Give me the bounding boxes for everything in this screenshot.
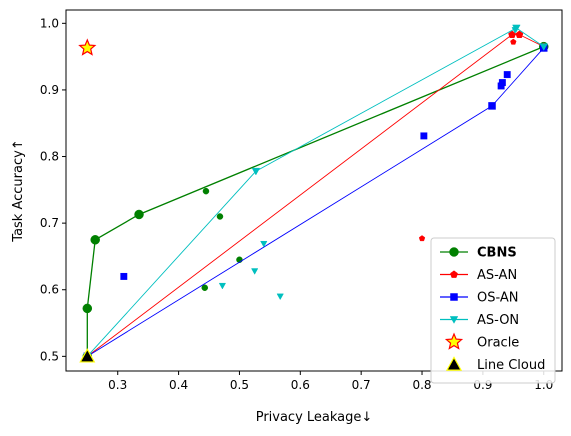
- legend-entry: OS-AN: [440, 291, 519, 306]
- legend: CBNS AS-AN OS-AN AS-ON Oracle Line Cloud: [430, 237, 556, 384]
- x-tick-label: 0.5: [230, 378, 249, 392]
- x-axis-label: Privacy Leakage↓: [256, 410, 373, 425]
- data-point: [260, 240, 268, 248]
- legend-marker: [449, 247, 459, 257]
- series-line: [86, 27, 544, 357]
- y-tick-label: 0.7: [40, 216, 59, 230]
- y-tick-label: 0.5: [40, 349, 59, 363]
- y-tick-label: 0.9: [40, 83, 59, 97]
- data-point: [511, 27, 519, 34]
- frontier-point: [251, 167, 261, 176]
- axis-ticks: 0.3 0.4 0.5 0.6 0.7 0.8 0.9 1.00.50.60.70.80.91…: [40, 16, 553, 392]
- frontier-point: [82, 303, 93, 314]
- data-point: [216, 213, 224, 220]
- legend-label: CBNS: [477, 246, 517, 261]
- data-point: [218, 282, 227, 290]
- frontier-point: [134, 209, 144, 220]
- legend-label: Oracle: [477, 336, 519, 351]
- data-point: [503, 71, 511, 79]
- x-tick-label: 0.3: [108, 378, 127, 392]
- legend-label: Line Cloud: [477, 358, 545, 373]
- data-point: [202, 187, 210, 195]
- y-tick-label: 1.0: [40, 16, 59, 30]
- series-line: [87, 34, 544, 357]
- point-line-cloud: [79, 348, 96, 363]
- x-tick-label: 0.4: [169, 378, 188, 392]
- data-point: [418, 235, 426, 242]
- point-oracle: [78, 38, 97, 56]
- data-point: [201, 284, 209, 291]
- frontier-point: [515, 30, 524, 38]
- special-point: [79, 348, 96, 363]
- plot-area: [78, 24, 549, 363]
- y-tick-label: 0.8: [40, 150, 59, 164]
- y-axis-label: Task Accuracy↑: [11, 139, 26, 242]
- data-point: [276, 293, 284, 301]
- x-tick-label: 0.6: [291, 378, 310, 392]
- legend-label: AS-AN: [477, 268, 517, 283]
- legend-marker: [449, 316, 459, 324]
- data-point: [420, 132, 428, 140]
- legend-entry: CBNS: [440, 246, 517, 261]
- x-tick-label: 0.8: [412, 378, 431, 392]
- legend-entry: AS-AN: [440, 268, 517, 283]
- frontier-point: [90, 235, 100, 245]
- legend-entry: Line Cloud: [445, 356, 545, 373]
- data-point: [510, 38, 517, 45]
- frontier-point: [539, 43, 548, 51]
- data-point: [120, 272, 128, 280]
- x-tick-label: 0.7: [352, 378, 371, 392]
- legend-label: OS-AN: [477, 291, 519, 306]
- data-point: [251, 268, 259, 275]
- legend-marker: [450, 270, 458, 278]
- legend-label: AS-ON: [477, 313, 519, 328]
- frontier-point: [488, 102, 496, 110]
- y-tick-label: 0.6: [40, 283, 59, 297]
- special-point: [78, 38, 97, 56]
- legend-marker: [450, 293, 458, 301]
- legend-marker: [445, 356, 463, 371]
- legend-marker: [444, 332, 464, 350]
- axes-frame: [65, 9, 563, 372]
- legend-entry: Oracle: [444, 332, 519, 351]
- legend-entry: AS-ON: [440, 313, 519, 328]
- data-point: [498, 79, 506, 87]
